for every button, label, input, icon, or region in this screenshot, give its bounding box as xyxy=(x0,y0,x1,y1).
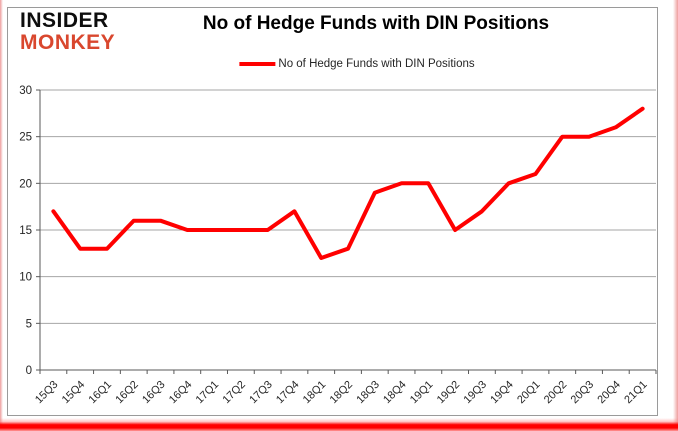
x-axis-label: 20Q4 xyxy=(595,379,623,407)
bottom-accent-bar xyxy=(0,418,678,431)
x-axis-label: 16Q1 xyxy=(87,379,115,407)
x-axis-label: 16Q3 xyxy=(140,379,168,407)
y-axis-label: 0 xyxy=(26,365,32,377)
x-axis-label: 19Q2 xyxy=(435,379,463,407)
x-axis-label: 18Q4 xyxy=(381,379,409,407)
x-axis-label: 20Q2 xyxy=(542,379,570,407)
insider-monkey-logo: INSIDER MONKEY xyxy=(20,10,115,54)
y-axis-label: 5 xyxy=(26,318,32,330)
y-axis-label: 10 xyxy=(19,272,32,284)
x-axis-label: 19Q3 xyxy=(462,379,490,407)
x-axis-label: 19Q1 xyxy=(408,379,436,407)
x-axis-label: 20Q1 xyxy=(515,379,543,407)
y-axis-label: 15 xyxy=(19,225,32,237)
right-accent-glow xyxy=(673,0,678,431)
x-axis-label: 20Q3 xyxy=(569,379,597,407)
chart-title: No of Hedge Funds with DIN Positions xyxy=(202,13,550,34)
x-axis-label: 17Q3 xyxy=(247,379,275,407)
logo-text-monkey: MONKEY xyxy=(20,31,116,54)
y-axis-label: 30 xyxy=(19,85,32,97)
x-axis-label: 17Q4 xyxy=(274,379,302,407)
x-axis-label: 17Q2 xyxy=(220,379,248,407)
logo-text-insider: INSIDER xyxy=(20,9,109,32)
legend-label: No of Hedge Funds with DIN Positions xyxy=(278,58,475,70)
x-axis-label: 16Q4 xyxy=(167,379,195,407)
x-axis-label: 18Q3 xyxy=(354,379,382,407)
x-axis-label: 17Q1 xyxy=(194,379,222,407)
y-axis-label: 25 xyxy=(19,132,32,144)
x-axis-label: 19Q4 xyxy=(488,379,516,407)
x-axis-label: 16Q2 xyxy=(113,379,141,407)
y-axis-label: 20 xyxy=(19,178,32,190)
x-axis-label: 18Q2 xyxy=(328,379,356,407)
left-accent-glow xyxy=(0,0,3,431)
chart-legend: No of Hedge Funds with DIN Positions xyxy=(239,58,475,70)
x-axis-label: 15Q4 xyxy=(60,379,88,407)
x-axis-label: 18Q1 xyxy=(301,379,329,407)
legend-line-icon xyxy=(239,62,276,66)
x-axis-label: 21Q1 xyxy=(622,379,650,407)
chart-frame-border xyxy=(7,7,658,416)
x-axis-label: 15Q3 xyxy=(33,379,61,407)
data-series-line xyxy=(51,106,645,260)
